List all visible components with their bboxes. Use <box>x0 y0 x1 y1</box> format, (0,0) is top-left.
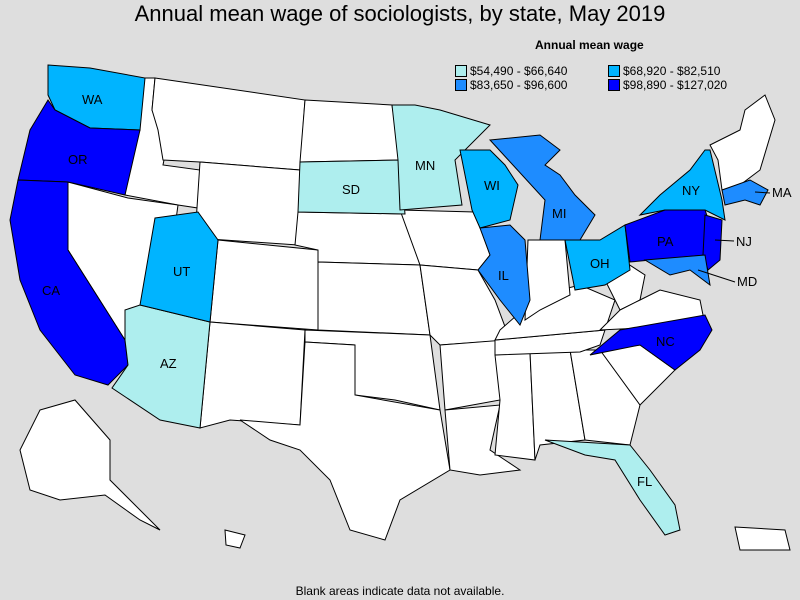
label-oh: OH <box>590 256 610 271</box>
footnote: Blank areas indicate data not available. <box>295 584 505 598</box>
map-title: Annual mean wage of sociologists, by sta… <box>134 1 666 26</box>
label-mn: MN <box>415 158 435 173</box>
label-wi: WI <box>484 178 500 193</box>
state-ak <box>19 399 161 531</box>
legend-swatch-3 <box>455 78 467 91</box>
state-sd <box>297 159 406 215</box>
legend-swatch-4 <box>608 78 620 91</box>
label-ma: MA <box>772 185 792 200</box>
state-nc <box>589 314 713 371</box>
state-mi <box>488 134 596 241</box>
state-wi <box>459 149 519 229</box>
state-nj <box>702 214 723 271</box>
state-mt <box>151 77 306 171</box>
label-az: AZ <box>160 356 177 371</box>
leader-md <box>697 269 736 283</box>
label-md: MD <box>737 274 757 289</box>
legend-item-4: $98,890 - $127,020 <box>608 78 727 92</box>
state-ms <box>494 351 536 461</box>
state-fl <box>544 439 681 536</box>
label-sd: SD <box>342 182 360 197</box>
label-or: OR <box>68 152 88 167</box>
state-ca <box>9 179 129 386</box>
state-mn <box>391 104 491 211</box>
label-nj: NJ <box>736 234 752 249</box>
legend-label-4: $98,890 - $127,020 <box>623 78 728 92</box>
state-ks <box>317 261 431 336</box>
territory-pr <box>734 526 791 551</box>
label-pa: PA <box>657 234 674 249</box>
legend-item-2: $68,920 - $82,510 <box>608 64 720 78</box>
state-co <box>209 239 319 331</box>
label-mi: MI <box>552 206 566 221</box>
state-tx <box>239 341 451 541</box>
legend-item-3: $83,650 - $96,600 <box>455 78 567 92</box>
state-new-england <box>709 94 776 191</box>
legend-label-1: $54,490 - $66,640 <box>470 64 568 78</box>
legend-title: Annual mean wage <box>535 38 644 52</box>
legend-swatch-1 <box>455 64 467 77</box>
legend-item-1: $54,490 - $66,640 <box>455 64 567 78</box>
label-nc: NC <box>656 334 675 349</box>
state-il <box>477 224 531 326</box>
label-fl: FL <box>637 474 652 489</box>
label-wa: WA <box>82 92 103 107</box>
state-ut <box>139 211 219 323</box>
label-ca: CA <box>42 283 60 298</box>
legend-swatch-2 <box>608 64 620 77</box>
state-md <box>643 254 711 287</box>
leader-ma <box>754 191 771 194</box>
state-hi <box>224 529 246 549</box>
leader-nj <box>714 239 735 242</box>
label-ny: NY <box>682 183 700 198</box>
state-ma <box>721 179 769 206</box>
state-nd <box>299 99 401 163</box>
state-or <box>17 99 141 196</box>
label-ut: UT <box>173 264 190 279</box>
legend-label-2: $68,920 - $82,510 <box>623 64 721 78</box>
label-il: IL <box>498 268 509 283</box>
state-oh <box>564 224 631 291</box>
state-nm <box>199 321 306 429</box>
legend-label-3: $83,650 - $96,600 <box>470 78 568 92</box>
